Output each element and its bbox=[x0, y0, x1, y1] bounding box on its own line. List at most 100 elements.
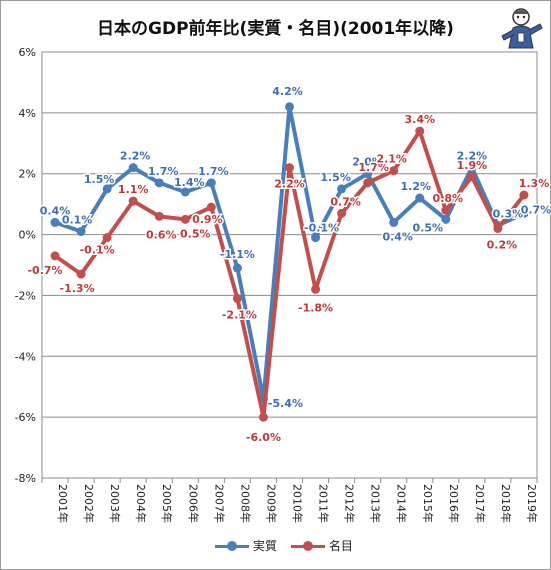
data-label: 0.9% bbox=[192, 213, 223, 226]
y-tick-label: 0% bbox=[19, 229, 36, 242]
y-tick-label: 2% bbox=[19, 168, 36, 181]
data-point bbox=[311, 284, 321, 294]
data-point bbox=[76, 269, 86, 279]
y-tick-label: -8% bbox=[15, 472, 36, 485]
data-point bbox=[154, 178, 164, 188]
x-tick-label: 2009年 bbox=[264, 484, 278, 523]
data-label: 1.1% bbox=[118, 183, 149, 196]
x-tick-label: 2010年 bbox=[291, 484, 305, 523]
x-tick-label: 2003年 bbox=[108, 484, 122, 523]
data-label: 1.3% bbox=[519, 177, 550, 190]
data-point bbox=[285, 102, 294, 112]
data-point bbox=[337, 208, 347, 218]
x-tick-label: 2002年 bbox=[82, 484, 96, 523]
x-tick-label: 2016年 bbox=[447, 484, 461, 523]
y-tick-label: -4% bbox=[15, 350, 36, 363]
data-point bbox=[415, 193, 425, 203]
data-label: -6.0% bbox=[246, 431, 281, 444]
data-label: 2.2% bbox=[120, 150, 151, 163]
x-tick-label: 2014年 bbox=[395, 484, 409, 523]
x-tick-label: 2013年 bbox=[369, 484, 383, 523]
series-lines bbox=[50, 102, 529, 422]
data-point bbox=[50, 251, 60, 261]
data-point bbox=[232, 263, 242, 273]
data-label: 0.3% bbox=[493, 207, 524, 220]
x-tick-label: 2001年 bbox=[56, 484, 70, 523]
data-label: 2.1% bbox=[376, 153, 407, 166]
data-point bbox=[128, 196, 138, 206]
x-tick-label: 2008年 bbox=[238, 484, 252, 523]
figure-mascot-icon bbox=[501, 8, 543, 49]
data-point bbox=[363, 169, 373, 179]
data-point bbox=[519, 190, 529, 200]
data-label: -1.3% bbox=[60, 282, 95, 295]
data-point bbox=[180, 187, 190, 197]
data-label: -1.8% bbox=[298, 301, 333, 314]
x-tick-label: 2017年 bbox=[473, 484, 487, 523]
data-label: 0.1% bbox=[62, 214, 93, 227]
y-tick-label: 6% bbox=[19, 46, 36, 59]
data-label: 1.7% bbox=[198, 165, 229, 178]
data-point bbox=[258, 412, 268, 422]
data-label: 0.5% bbox=[413, 221, 444, 234]
data-point bbox=[50, 217, 60, 227]
data-point bbox=[154, 211, 164, 221]
y-axis-ticks: -8% -6% -4% -2% 0% 2% 4% 6% bbox=[15, 46, 36, 485]
data-point bbox=[467, 163, 477, 173]
data-point bbox=[180, 214, 190, 224]
plot-area-border bbox=[41, 51, 538, 479]
data-point bbox=[102, 184, 112, 194]
x-tick-label: 2005年 bbox=[160, 484, 174, 523]
data-label: -0.1% bbox=[304, 222, 339, 235]
x-tick-label: 2018年 bbox=[499, 484, 513, 523]
data-label: -0.1% bbox=[80, 244, 115, 257]
data-point bbox=[519, 208, 529, 218]
x-tick-label: 2007年 bbox=[212, 484, 226, 523]
data-label: 2.0% bbox=[352, 156, 383, 169]
data-label: 1.7% bbox=[148, 165, 179, 178]
data-labels: 0.4%0.1%1.5%2.2%1.7%1.4%1.7%-1.1%-5.4%4.… bbox=[26, 83, 551, 445]
x-tick-label: 2015年 bbox=[421, 484, 435, 523]
x-axis-ticks: 2001年 2002年 2003年 2004年 2005年 2006年 2007年 2008年… bbox=[41, 478, 539, 523]
data-label: 0.7% bbox=[521, 203, 551, 216]
data-label: 1.7% bbox=[358, 161, 389, 174]
legend-label-nominal: 名目 bbox=[328, 539, 353, 553]
data-point bbox=[311, 233, 321, 243]
data-label: 2.2% bbox=[457, 150, 488, 163]
data-point bbox=[76, 227, 86, 237]
data-point bbox=[206, 202, 216, 212]
y-tick-label: -2% bbox=[15, 289, 36, 302]
data-point bbox=[415, 126, 425, 136]
data-label: 1.2% bbox=[401, 180, 432, 193]
data-label: -2.1% bbox=[222, 308, 257, 321]
data-point bbox=[102, 233, 112, 243]
x-tick-label: 2004年 bbox=[134, 484, 148, 523]
y-tick-label: -6% bbox=[15, 411, 36, 424]
data-label: -0.7% bbox=[27, 264, 62, 277]
chart-title: 日本のGDP前年比(実質・名目)(2001年以降) bbox=[97, 19, 454, 39]
data-label: 3.4% bbox=[405, 113, 436, 126]
data-label: 0.8% bbox=[433, 192, 464, 205]
legend-item-nominal: 名目 bbox=[290, 537, 353, 554]
data-point bbox=[128, 163, 138, 173]
data-label: 1.4% bbox=[174, 176, 205, 189]
legend: 実質 名目 bbox=[215, 537, 363, 556]
data-label: 0.7% bbox=[330, 195, 361, 208]
data-point bbox=[493, 223, 503, 233]
data-point bbox=[441, 214, 451, 224]
legend-label-real: 実質 bbox=[253, 539, 278, 553]
data-point bbox=[206, 178, 216, 188]
x-tick-label: 2019年 bbox=[525, 484, 539, 523]
data-label: 1.5% bbox=[320, 171, 351, 184]
data-label: -1.1% bbox=[220, 248, 255, 261]
data-point bbox=[389, 166, 399, 176]
data-label: 4.2% bbox=[272, 85, 303, 98]
data-point bbox=[337, 184, 347, 194]
data-point bbox=[232, 293, 242, 303]
data-label: 0.5% bbox=[180, 227, 211, 240]
data-label: 0.4% bbox=[40, 204, 71, 217]
data-label: 2.2% bbox=[274, 178, 305, 191]
data-point bbox=[363, 178, 373, 188]
y-tick-label: 4% bbox=[19, 107, 36, 120]
